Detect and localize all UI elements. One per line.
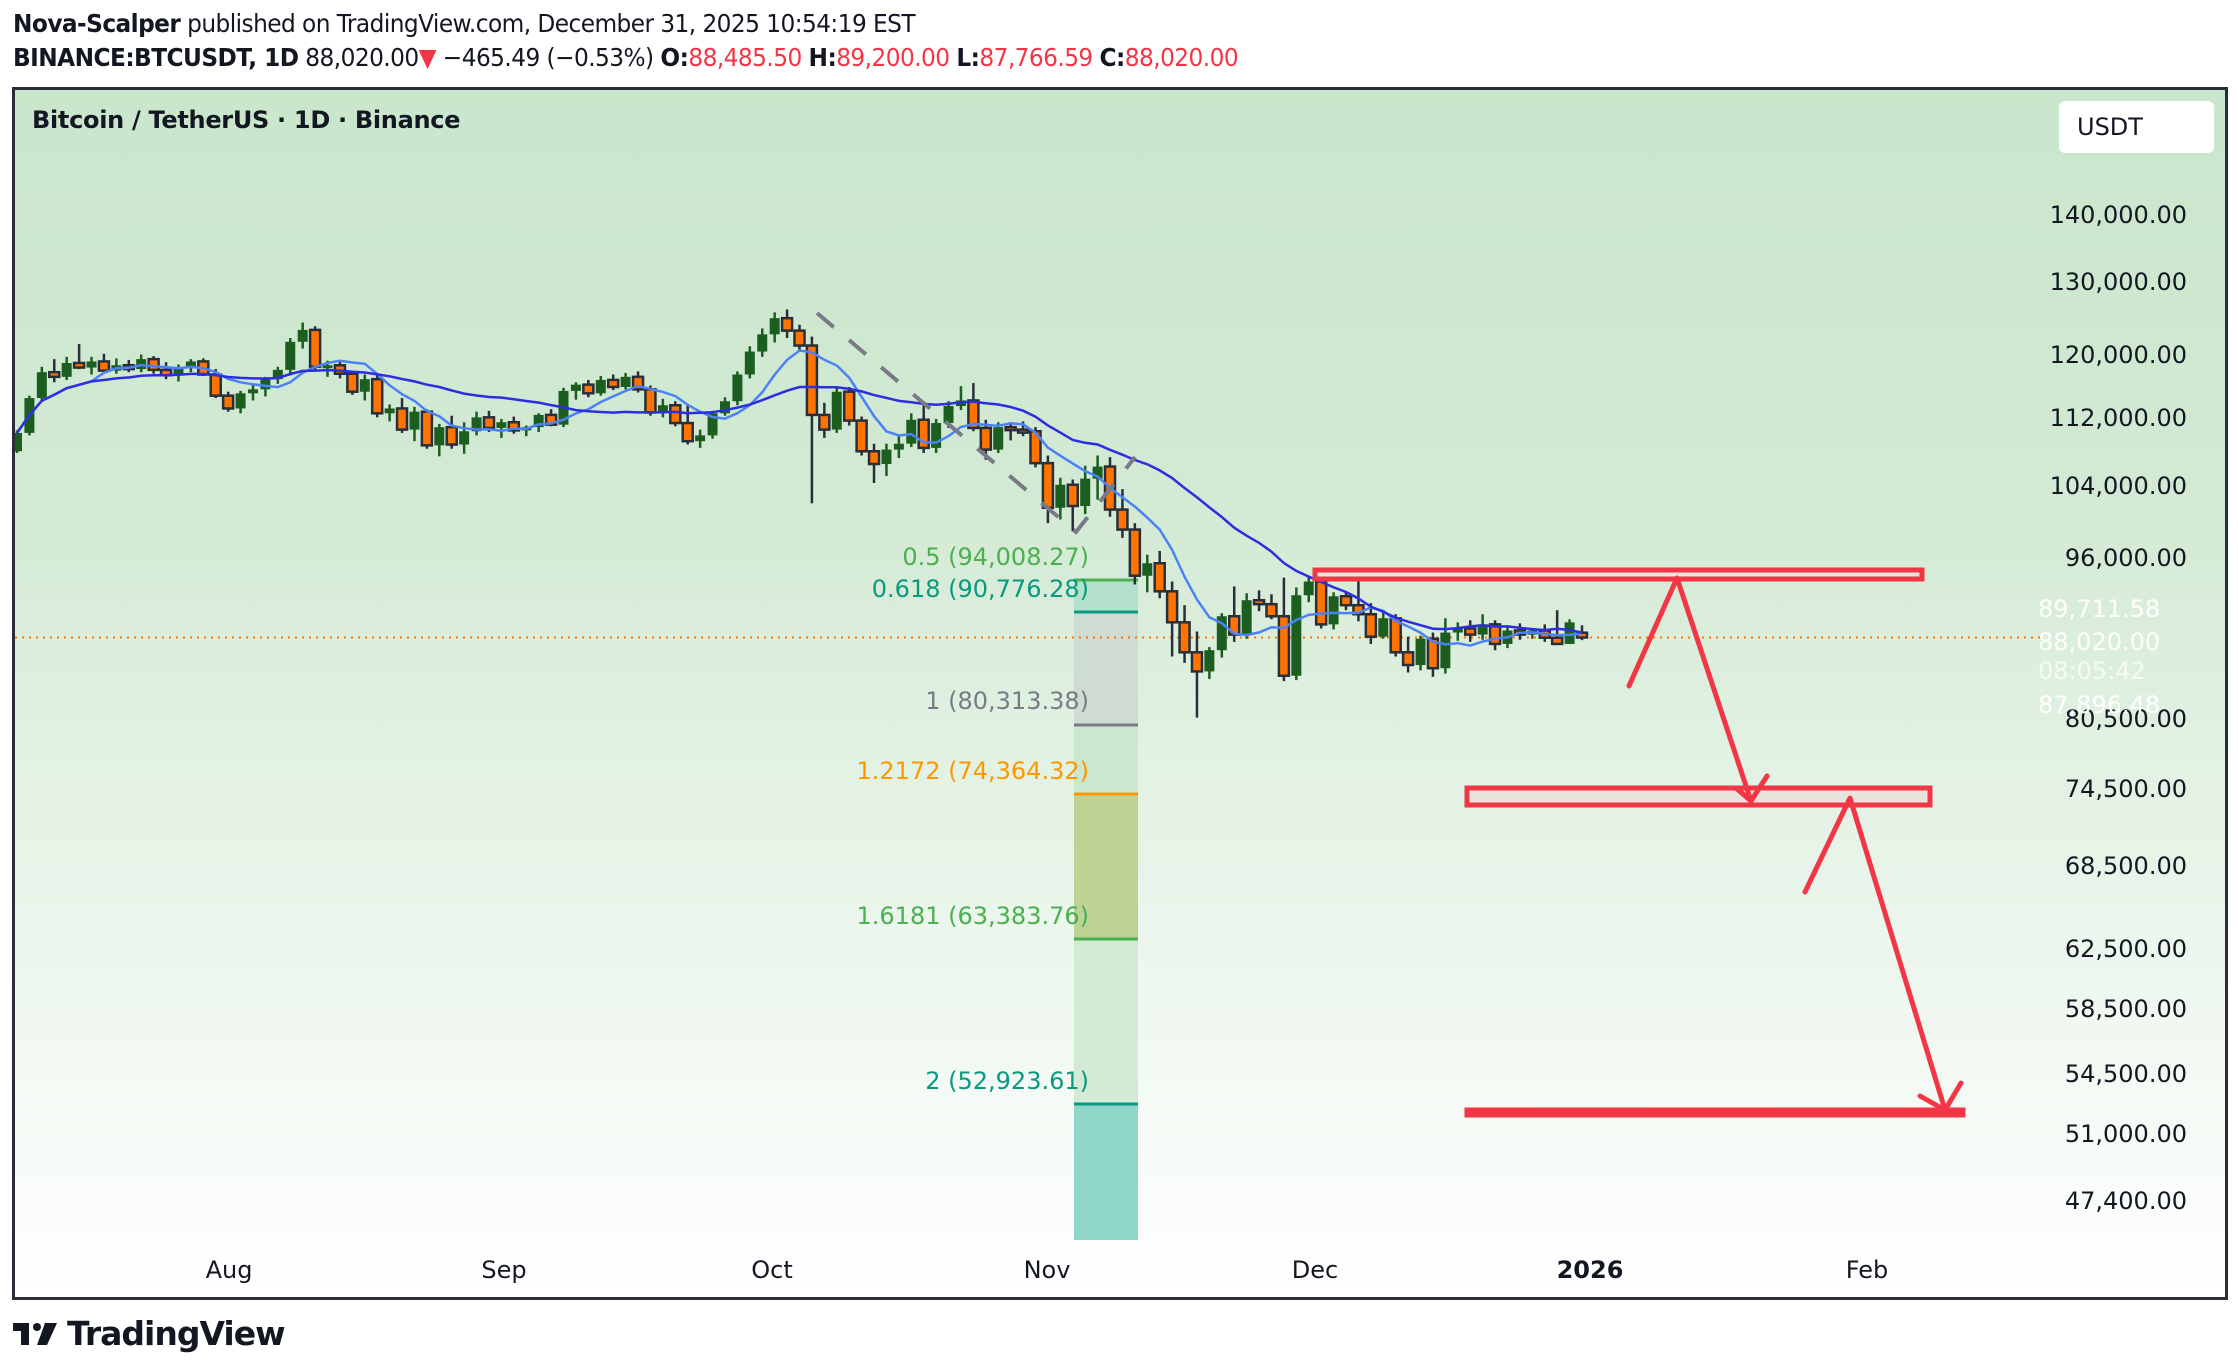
- time-axis-label: Feb: [1845, 1256, 1889, 1284]
- last-price: 88,020.00: [305, 43, 419, 72]
- author-name[interactable]: Nova-Scalper: [13, 9, 181, 38]
- currency-selector-button[interactable]: USDT: [2059, 101, 2214, 153]
- fib-level-label: 0.5 (94,008.27): [902, 543, 1089, 571]
- publish-text: published on TradingView.com, December 3…: [180, 9, 915, 38]
- low-label: L:: [956, 43, 980, 72]
- high-value: 89,200.00: [836, 43, 950, 72]
- fib-level-label: 2 (52,923.61): [925, 1067, 1089, 1095]
- price-axis-label: 74,500.00: [2064, 775, 2187, 804]
- price-axis-label: 130,000.00: [2049, 268, 2187, 297]
- last-price-value: 88,020.00: [2038, 628, 2161, 656]
- publish-info: Nova-Scalper published on TradingView.co…: [13, 8, 916, 40]
- chart-title: Bitcoin / TetherUS · 1D · Binance: [32, 106, 461, 134]
- open-label: O:: [660, 43, 689, 72]
- chart-pane[interactable]: Bitcoin / TetherUS · 1D · Binance USDT 1…: [12, 87, 2228, 1300]
- price-axis-label: 58,500.00: [2064, 995, 2187, 1024]
- last-price-tag: 88,020.00 08:05:42: [2028, 626, 2202, 688]
- price-axis-label: 104,000.00: [2049, 471, 2187, 500]
- close-value: 88,020.00: [1124, 43, 1239, 72]
- open-value: 88,485.50: [688, 43, 802, 72]
- price-axis-label: 96,000.00: [2064, 544, 2187, 573]
- price-axis-label: 120,000.00: [2049, 341, 2187, 370]
- ma-slow-value: 89,711.58: [2038, 595, 2161, 623]
- price-axis-label: 68,500.00: [2064, 851, 2187, 880]
- price-axis-label: 112,000.00: [2049, 404, 2187, 433]
- brand-name: TradingView: [67, 1314, 286, 1353]
- time-axis-label: Nov: [1023, 1256, 1071, 1284]
- symbol-label: BINANCE:BTCUSDT, 1D: [13, 43, 299, 72]
- bar-countdown: 08:05:42: [2038, 657, 2146, 685]
- high-label: H:: [808, 43, 837, 72]
- fib-level-label: 1.2172 (74,364.32): [856, 757, 1089, 785]
- price-axis-label: 51,000.00: [2064, 1120, 2187, 1149]
- ma-fast-value: 87,896.48: [2038, 691, 2161, 719]
- down-arrow-icon: ▼: [418, 43, 437, 72]
- fib-level-label: 1.6181 (63,383.76): [856, 902, 1089, 930]
- time-axis-label: Sep: [481, 1256, 527, 1284]
- time-axis-label: Aug: [205, 1256, 253, 1284]
- ma-fast-price-tag: 87,896.48: [2028, 688, 2202, 722]
- time-axis-label: Dec: [1291, 1256, 1339, 1284]
- fib-level-label: 1 (80,313.38): [925, 687, 1089, 715]
- tradingview-logo[interactable]: TradingView: [13, 1314, 286, 1353]
- fib-level-label: 0.618 (90,776.28): [871, 575, 1089, 603]
- time-axis-label: 2026: [1556, 1256, 1624, 1284]
- close-label: C:: [1099, 43, 1126, 72]
- price-axis-label: 54,500.00: [2064, 1059, 2187, 1088]
- ma-slow-price-tag: 89,711.58: [2028, 592, 2202, 626]
- price-change: −465.49 (−0.53%): [442, 43, 654, 72]
- price-axis-label: 140,000.00: [2049, 201, 2187, 229]
- low-value: 87,766.59: [979, 43, 1093, 72]
- price-axis-label: 80,500.00: [2064, 704, 2187, 733]
- price-axis-label: 62,500.00: [2064, 935, 2187, 964]
- time-axis-label: Oct: [751, 1256, 793, 1284]
- price-axis-label: 47,400.00: [2064, 1187, 2187, 1215]
- tradingview-logo-icon: [13, 1322, 57, 1345]
- symbol-ohlc-line: BINANCE:BTCUSDT, 1D 88,020.00▼ −465.49 (…: [13, 42, 1239, 74]
- price-chart-canvas[interactable]: [15, 90, 2225, 1297]
